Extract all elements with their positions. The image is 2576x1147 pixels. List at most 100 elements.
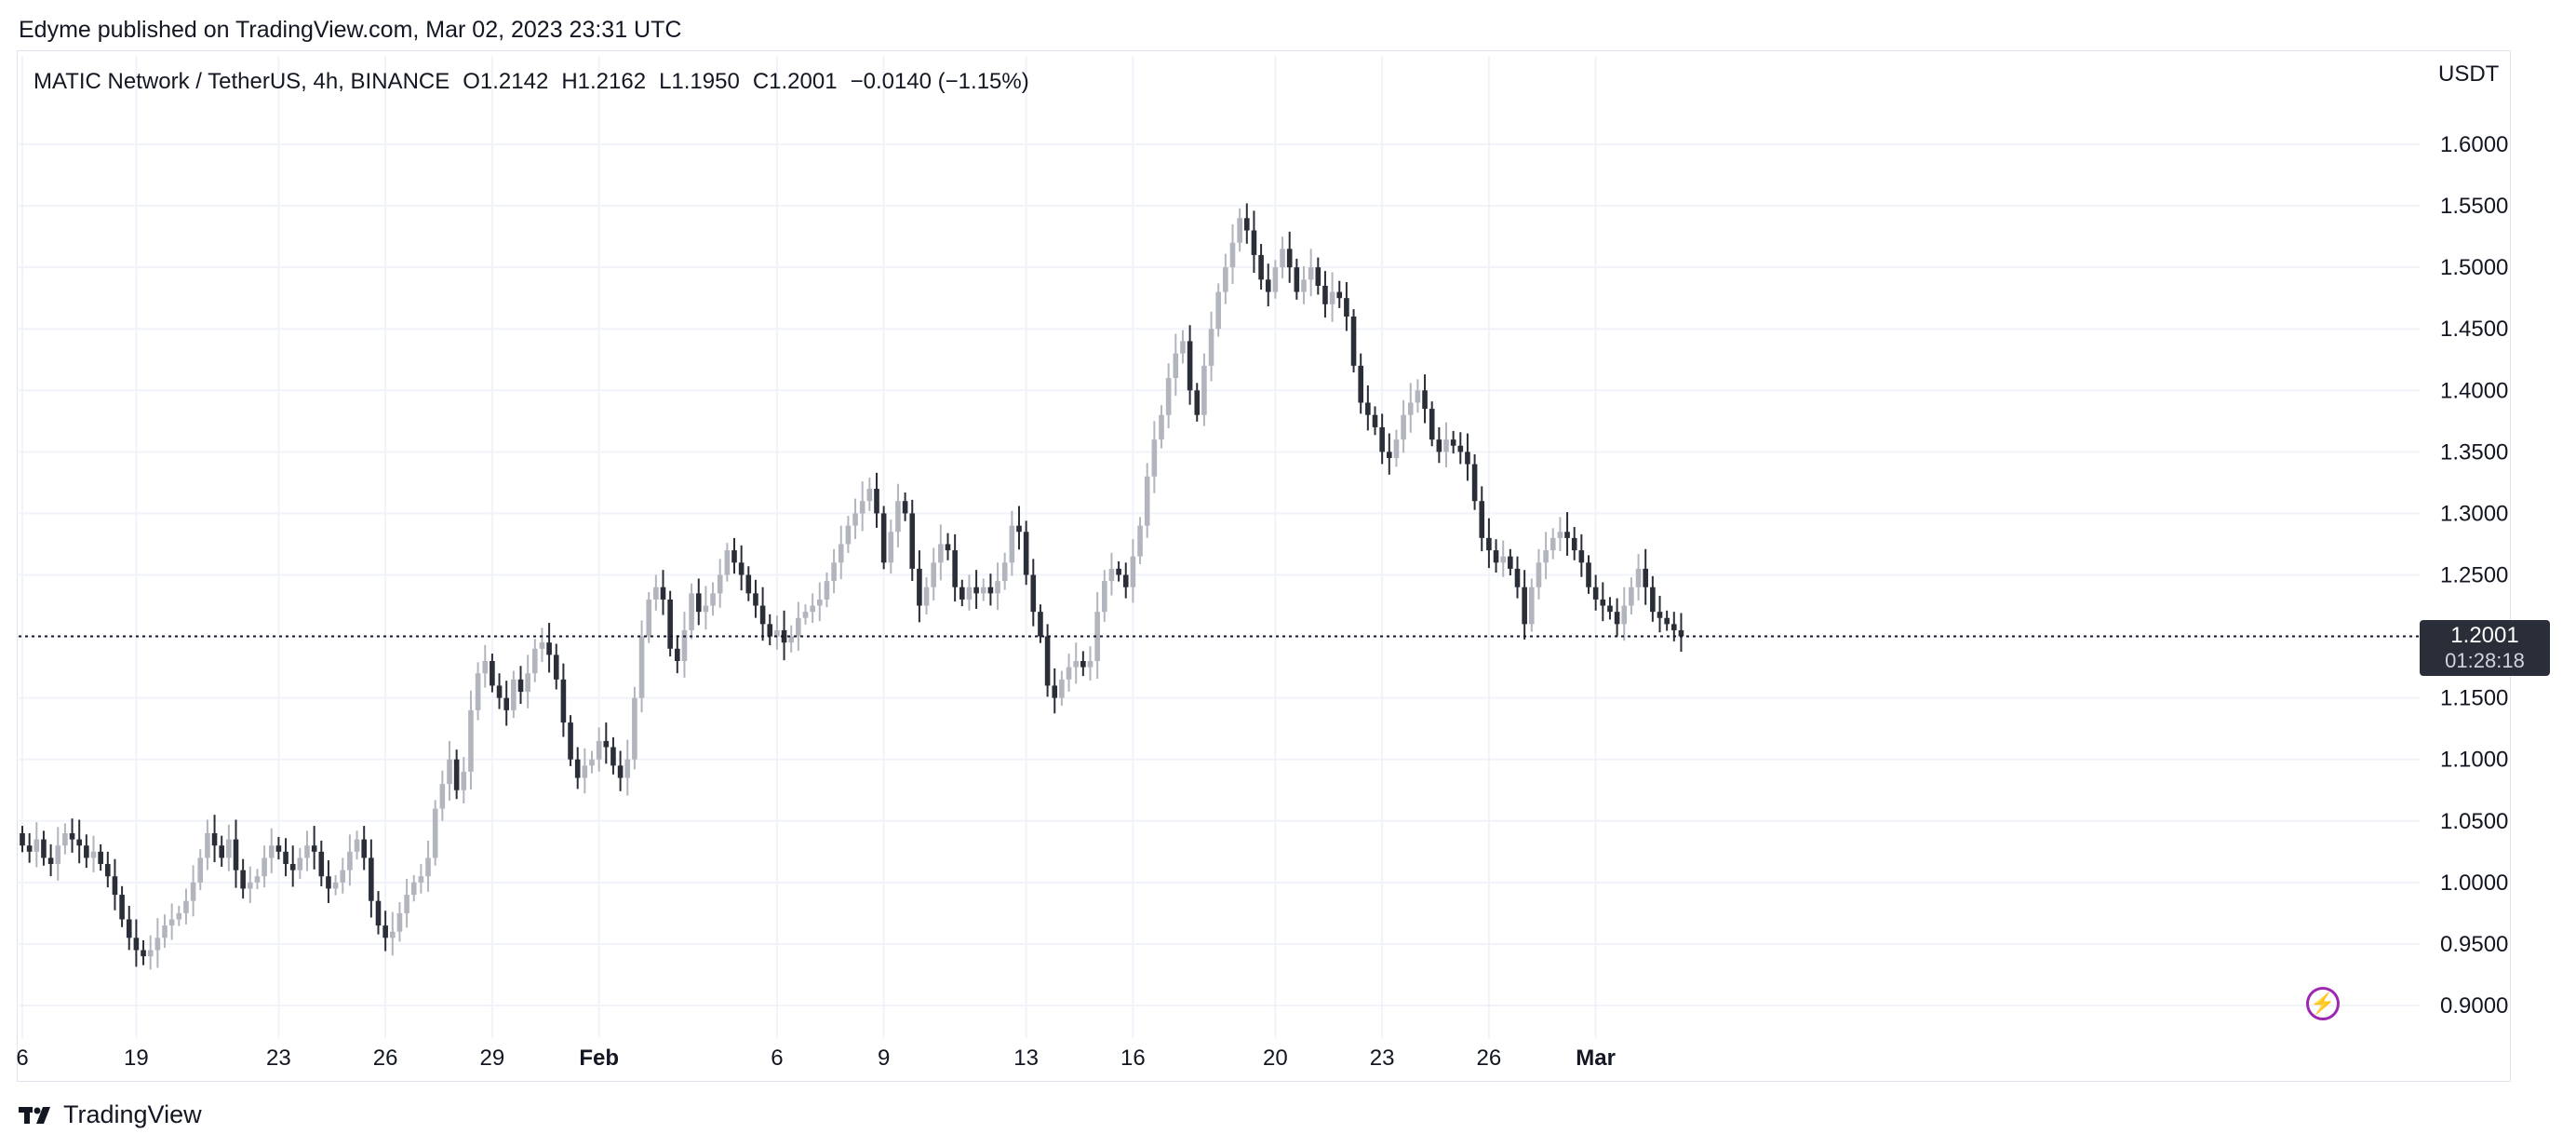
candle-body xyxy=(347,851,353,870)
candle-body xyxy=(931,562,936,587)
candle-body xyxy=(624,759,631,778)
x-tick-label: 6 xyxy=(771,1046,783,1071)
candle-body xyxy=(176,912,182,920)
candle-body xyxy=(396,912,403,932)
candle-body xyxy=(1044,636,1051,686)
candle-body xyxy=(1208,329,1214,366)
candle-body xyxy=(646,599,651,637)
candle-body xyxy=(1536,562,1542,587)
candle-body xyxy=(1122,574,1129,587)
candle-body xyxy=(1301,279,1307,292)
candle-body xyxy=(1550,537,1556,551)
candle-body xyxy=(1493,550,1499,563)
bar-countdown: 01:28:18 xyxy=(2445,649,2525,672)
chart-frame xyxy=(17,50,2511,1082)
lightning-icon[interactable]: ⚡ xyxy=(2306,987,2340,1020)
candle-body xyxy=(810,605,815,613)
symbol-legend[interactable]: MATIC Network / TetherUS, 4h, BINANCE O1.… xyxy=(34,69,1042,95)
candle-body xyxy=(1151,439,1158,477)
candle-body xyxy=(653,587,659,600)
candle-body xyxy=(197,857,204,883)
candle-body xyxy=(845,525,852,545)
candle-body xyxy=(1194,390,1201,415)
candle-body xyxy=(233,839,239,870)
candle-body xyxy=(1557,532,1563,538)
x-tick-label: Feb xyxy=(579,1046,619,1071)
candle-body xyxy=(1244,218,1250,231)
candle-body xyxy=(1315,267,1322,286)
candle-body xyxy=(1137,525,1143,557)
candle-body xyxy=(461,771,467,790)
candle-body xyxy=(503,697,509,710)
candle-body xyxy=(1108,568,1115,582)
candle-body xyxy=(1578,550,1585,563)
candle-body xyxy=(1173,353,1179,379)
candle-body xyxy=(289,864,296,870)
candle-body xyxy=(475,673,481,710)
legend-change: −0.0140 (−1.15%) xyxy=(850,69,1029,94)
candle-body xyxy=(154,938,161,951)
candle-body xyxy=(1671,624,1677,630)
tradingview-brand[interactable]: TradingView xyxy=(19,1100,202,1129)
candle-body xyxy=(1102,581,1107,613)
candle-body xyxy=(759,605,766,625)
y-tick-label: 1.2500 xyxy=(2440,563,2508,588)
candle-body xyxy=(1329,291,1335,304)
legend-low: L1.1950 xyxy=(659,69,740,94)
candle-body xyxy=(183,900,189,913)
candle-body xyxy=(553,654,559,680)
candle-body xyxy=(354,839,360,852)
candle-body xyxy=(1415,390,1421,403)
candle-body xyxy=(1038,612,1043,637)
x-tick-label: 20 xyxy=(1263,1046,1288,1071)
candle-body xyxy=(895,501,901,533)
candle-body xyxy=(162,925,168,938)
currency-label[interactable]: USDT xyxy=(2438,61,2500,87)
candle-body xyxy=(1465,452,1470,465)
candle-body xyxy=(1393,439,1400,458)
candle-body xyxy=(468,709,474,772)
candle-body xyxy=(1001,562,1008,582)
candle-body xyxy=(1350,317,1357,366)
candle-body xyxy=(439,784,446,809)
candle-body xyxy=(425,857,431,877)
last-price-value: 1.2001 xyxy=(2450,623,2519,648)
x-tick-label: 23 xyxy=(1370,1046,1395,1071)
candle-body xyxy=(1592,587,1599,600)
candle-body xyxy=(1407,402,1414,415)
candle-body xyxy=(753,593,758,606)
legend-close: C1.2001 xyxy=(752,69,838,94)
candle-body xyxy=(703,605,709,613)
candle-body xyxy=(268,845,275,858)
candle-body xyxy=(1251,230,1257,255)
candle-body xyxy=(1286,249,1293,268)
candle-body xyxy=(596,740,602,760)
candle-body xyxy=(332,882,339,889)
candle-body xyxy=(248,882,253,889)
candle-body xyxy=(275,845,282,852)
y-tick-label: 0.9500 xyxy=(2440,932,2508,957)
x-tick-label: 26 xyxy=(373,1046,398,1071)
candle-body xyxy=(923,587,930,606)
candle-body xyxy=(1429,409,1435,440)
candle-body xyxy=(496,685,503,698)
candle-body xyxy=(190,882,196,901)
candle-body xyxy=(283,851,288,865)
candle-body xyxy=(375,900,382,926)
candle-body xyxy=(1116,568,1121,575)
candle-body xyxy=(432,808,438,858)
candle-body xyxy=(717,574,723,594)
candle-body xyxy=(1471,464,1478,502)
candle-body xyxy=(511,679,517,710)
candle-body xyxy=(26,845,33,852)
candle-body xyxy=(34,839,40,852)
candle-body xyxy=(1265,279,1271,292)
candle-body xyxy=(1087,661,1093,668)
candle-body xyxy=(603,740,610,748)
candle-body xyxy=(788,636,794,643)
candle-body xyxy=(681,629,688,661)
brand-name: TradingView xyxy=(63,1100,202,1128)
candle-body xyxy=(390,931,396,938)
candle-body xyxy=(1450,439,1456,446)
